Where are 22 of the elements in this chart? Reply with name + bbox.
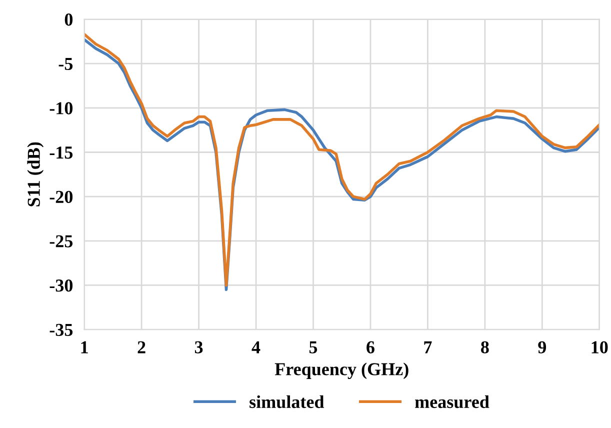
y-tick-label: -5 <box>58 58 73 70</box>
x-tick-label: 2 <box>138 341 146 354</box>
y-tick-label: -10 <box>50 102 73 114</box>
x-tick-label: 3 <box>194 341 203 354</box>
x-tick-label: 9 <box>538 341 546 354</box>
y-tick-label: -20 <box>50 190 73 204</box>
x-tick-label: 7 <box>424 341 432 354</box>
x-tick-label: 10 <box>592 341 608 354</box>
y-tick-label: -35 <box>50 324 73 336</box>
y-tick-label: -30 <box>50 279 73 292</box>
x-tick-label: 1 <box>81 341 88 354</box>
x-tick-label: 5 <box>309 341 318 354</box>
x-tick-label: 6 <box>366 341 374 354</box>
y-axis-title: S11 (dB) <box>27 142 44 206</box>
y-tick-label: 0 <box>64 14 73 26</box>
x-tick-label: 4 <box>252 341 260 354</box>
legend-label: simulated <box>250 395 324 408</box>
x-axis-title: Frequency (GHz) <box>274 362 408 380</box>
y-tick-label: -25 <box>50 235 73 248</box>
legend-label: measured <box>415 395 490 408</box>
y-tick-label: -15 <box>50 146 73 159</box>
x-tick-label: 8 <box>481 341 489 354</box>
